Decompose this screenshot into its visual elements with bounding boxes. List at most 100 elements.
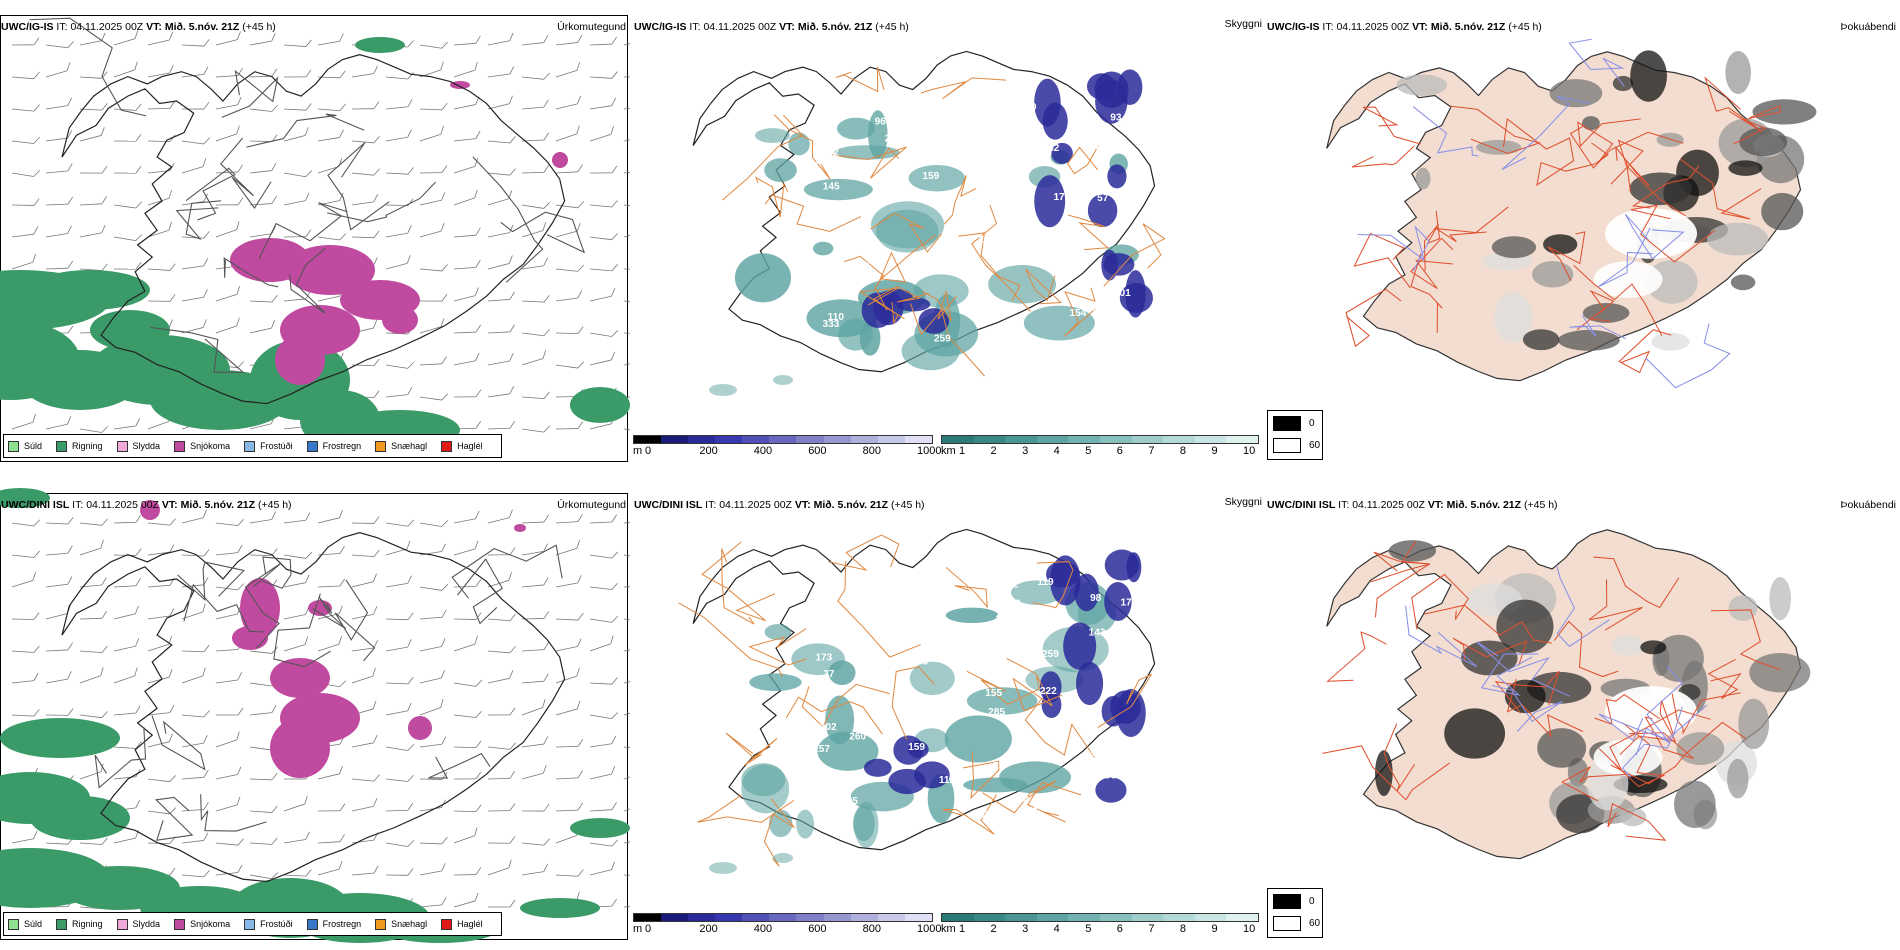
road-line [246,113,365,148]
colorbar-tick-label: 8 [1179,445,1186,457]
wind-barb [419,264,448,272]
wind-barb [521,642,549,652]
colorbar-segment [823,436,851,443]
wind-barb [487,770,516,780]
road-line [326,181,437,223]
visibility-value-label: 114 [917,815,934,826]
road-line [1573,264,1663,336]
wind-barb [79,539,104,556]
road-line [971,204,1031,312]
road-line [922,290,957,322]
wind-barb [555,201,584,209]
fog-legend-label: 0 [1309,896,1315,907]
colorbar-strip [633,435,933,444]
snow-area [514,524,526,532]
wind-barb [487,168,516,176]
wind-barb [453,287,479,302]
road-line [223,257,279,288]
field-name-visibility: Skyggni [1224,18,1262,30]
visibility-value-label: 119 [1037,577,1054,588]
it-value: 04.11.2025 00Z [1336,21,1410,33]
fog-legend-swatch [1273,894,1301,909]
wind-barb [589,802,617,812]
wind-barb [147,544,175,556]
precip-legend: Súld Rigning Slydda Snjókoma Frostúði Frostre… [3,912,502,936]
road-line [1066,144,1099,175]
model-name: UWC/DINI ISL [1267,499,1336,511]
colorbar-segment [634,914,662,921]
road-line [1452,637,1528,666]
wind-barb [147,100,176,110]
wind-barb [419,609,447,620]
road-line [1631,165,1700,209]
road-line [428,752,491,779]
wind-barb [317,765,343,780]
wind-barb [317,635,342,652]
wind-barb [283,192,310,206]
road-line [830,146,907,179]
precip-legend-item: Rigning [56,440,103,452]
wind-barb [45,642,73,652]
precip-legend-swatch [306,440,318,452]
road-line [910,303,986,377]
wind-barb [487,66,515,78]
low-visibility-area [788,132,810,156]
wind-barb [453,679,483,687]
road-line [1576,289,1615,331]
wind-barb [317,834,345,844]
road-line [1680,158,1762,220]
rain-area [355,37,405,53]
visibility-value-label: 115 [1090,302,1107,313]
wind-barb [521,425,551,433]
wind-barb [623,396,630,398]
precip-legend-swatch [244,440,256,452]
low-visibility-area [764,158,797,182]
colorbar-tick-label: 200 [699,445,718,457]
visibility-value-label: 110 [828,312,845,323]
fog-legend-label: 0 [1309,418,1315,429]
wind-barb [487,859,512,876]
road-line [1410,237,1454,290]
visibility-value-label: 96 [1105,771,1117,782]
low-visibility-area [944,715,1012,763]
wind-barb [215,221,240,238]
colorbar-kilometres: km 1 2 3 4 5 6 7 8 9 10 [941,435,1259,461]
wind-barb [351,101,380,110]
wind-barb [147,190,173,206]
visibility-value-label: 333 [823,319,840,330]
low-visibility-area [791,643,846,676]
wind-barb [419,41,449,49]
wind-barb [555,264,584,272]
road-line [1598,704,1708,742]
field-name-fog: Þokuábendi [1840,499,1896,511]
wind-barb [249,548,278,556]
visibility-panel: 96 107 150 76 85 333 154 123 19 342 110 150 240 145 25… [633,0,1264,470]
precip-legend-label: Frostúði [260,919,293,929]
fog-indicator-area [1728,595,1758,621]
precip-legend-label: Haglél [457,919,483,929]
colorbar-tick-label: 800 [862,445,881,457]
fog-indicator-area [1581,116,1600,131]
wind-barb [215,31,241,46]
wind-barb [589,351,616,366]
colorbar-segment [742,914,770,921]
visibility-value-label: 17 [1120,598,1132,609]
wind-barb [589,514,617,524]
wind-barb [589,551,619,559]
wind-barb [453,227,481,238]
wind-barb [385,99,413,110]
wind-barb [351,667,376,684]
precip-legend-swatch [306,918,318,930]
road-line [801,683,890,728]
wind-barb [181,509,207,524]
rain-area [30,270,150,310]
wind-barb [45,62,71,78]
wind-barb [555,514,583,524]
precip-legend-label: Súld [24,441,43,451]
road-line [1435,206,1509,243]
visibility-value-label: 93 [1110,112,1122,123]
road-line [1506,678,1584,738]
wind-barb [147,294,176,302]
low-visibility-area [773,375,793,385]
wind-barb [453,352,480,366]
